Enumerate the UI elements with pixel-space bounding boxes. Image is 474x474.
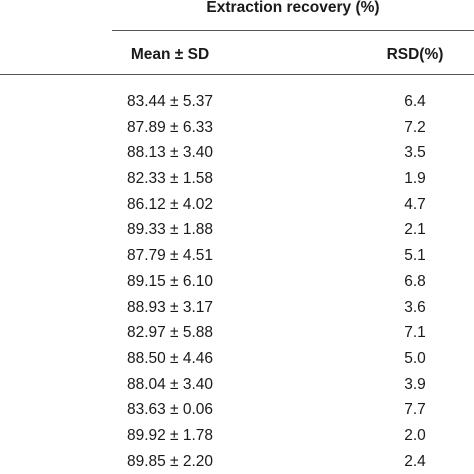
cell-rsd: 6.4 [404,93,426,110]
cell-rsd: 7.1 [404,324,426,342]
table-row: 87.89 ± 6.33 7.2 [0,115,474,141]
table-row: 88.04 ± 3.40 3.9 [0,372,474,398]
column-header-rsd: RSD(%) [386,46,444,63]
cell-mean-sd: 82.33 ± 1.58 [126,170,214,188]
table-row: 89.92 ± 1.78 2.0 [0,423,474,449]
cell-mean-sd: 89.33 ± 1.88 [126,221,214,239]
table-row: 82.33 ± 1.58 1.9 [0,166,474,192]
cell-mean-sd: 89.92 ± 1.78 [126,426,214,444]
table-body: 83.44 ± 5.37 6.4 87.89 ± 6.33 7.2 88.13 ± 3.… [0,89,474,474]
table-row: 86.12 ± 4.02 4.7 [0,192,474,218]
cell-rsd: 5.1 [404,247,426,265]
cell-mean-sd: 88.04 ± 3.40 [126,375,214,393]
cell-mean-sd: 89.15 ± 6.10 [126,272,214,290]
cell-mean-sd: 87.89 ± 6.33 [126,118,214,136]
table-row: 83.44 ± 5.37 6.4 [0,89,474,115]
header-rule [0,74,474,75]
table-row: 89.33 ± 1.88 2.1 [0,217,474,243]
table-row: 89.85 ± 2.20 2.4 [0,449,474,474]
cell-rsd: 3.6 [404,298,426,316]
cell-mean-sd: 88.50 ± 4.46 [126,349,214,367]
table-row: 82.97 ± 5.88 7.1 [0,320,474,346]
table-row: 88.93 ± 3.17 3.6 [0,295,474,321]
table-row: 83.63 ± 0.06 7.7 [0,397,474,423]
table-row: 87.79 ± 4.51 5.1 [0,243,474,269]
table-row: 88.50 ± 4.46 5.0 [0,346,474,372]
group-header-rule [112,30,474,31]
cell-mean-sd: 83.63 ± 0.06 [126,401,214,419]
cell-mean-sd: 89.85 ± 2.20 [126,452,214,470]
cell-rsd: 2.0 [404,426,426,444]
table-row: 88.13 ± 3.40 3.5 [0,140,474,166]
cell-rsd: 2.4 [404,452,426,470]
table-row: 89.15 ± 6.10 6.8 [0,269,474,295]
cell-rsd: 1.9 [404,170,426,188]
cell-rsd: 3.9 [404,375,426,393]
group-header-extraction-recovery: Extraction recovery (%) [206,0,380,16]
cell-rsd: 7.2 [404,118,426,136]
cell-mean-sd: 87.79 ± 4.51 [126,247,214,265]
cell-rsd: 3.5 [404,144,426,162]
cell-mean-sd: 88.93 ± 3.17 [126,298,214,316]
cell-mean-sd: 82.97 ± 5.88 [126,324,214,342]
cell-rsd: 5.0 [404,349,426,367]
cell-mean-sd: 88.13 ± 3.40 [126,144,214,162]
cell-rsd: 6.8 [404,272,426,290]
column-header-mean-sd: Mean ± SD [130,46,210,63]
cell-mean-sd: 86.12 ± 4.02 [126,195,214,213]
cell-rsd: 4.7 [404,195,426,213]
cell-rsd: 2.1 [404,221,426,239]
cell-rsd: 7.7 [404,401,426,419]
cell-mean-sd: 83.44 ± 5.37 [126,93,214,110]
